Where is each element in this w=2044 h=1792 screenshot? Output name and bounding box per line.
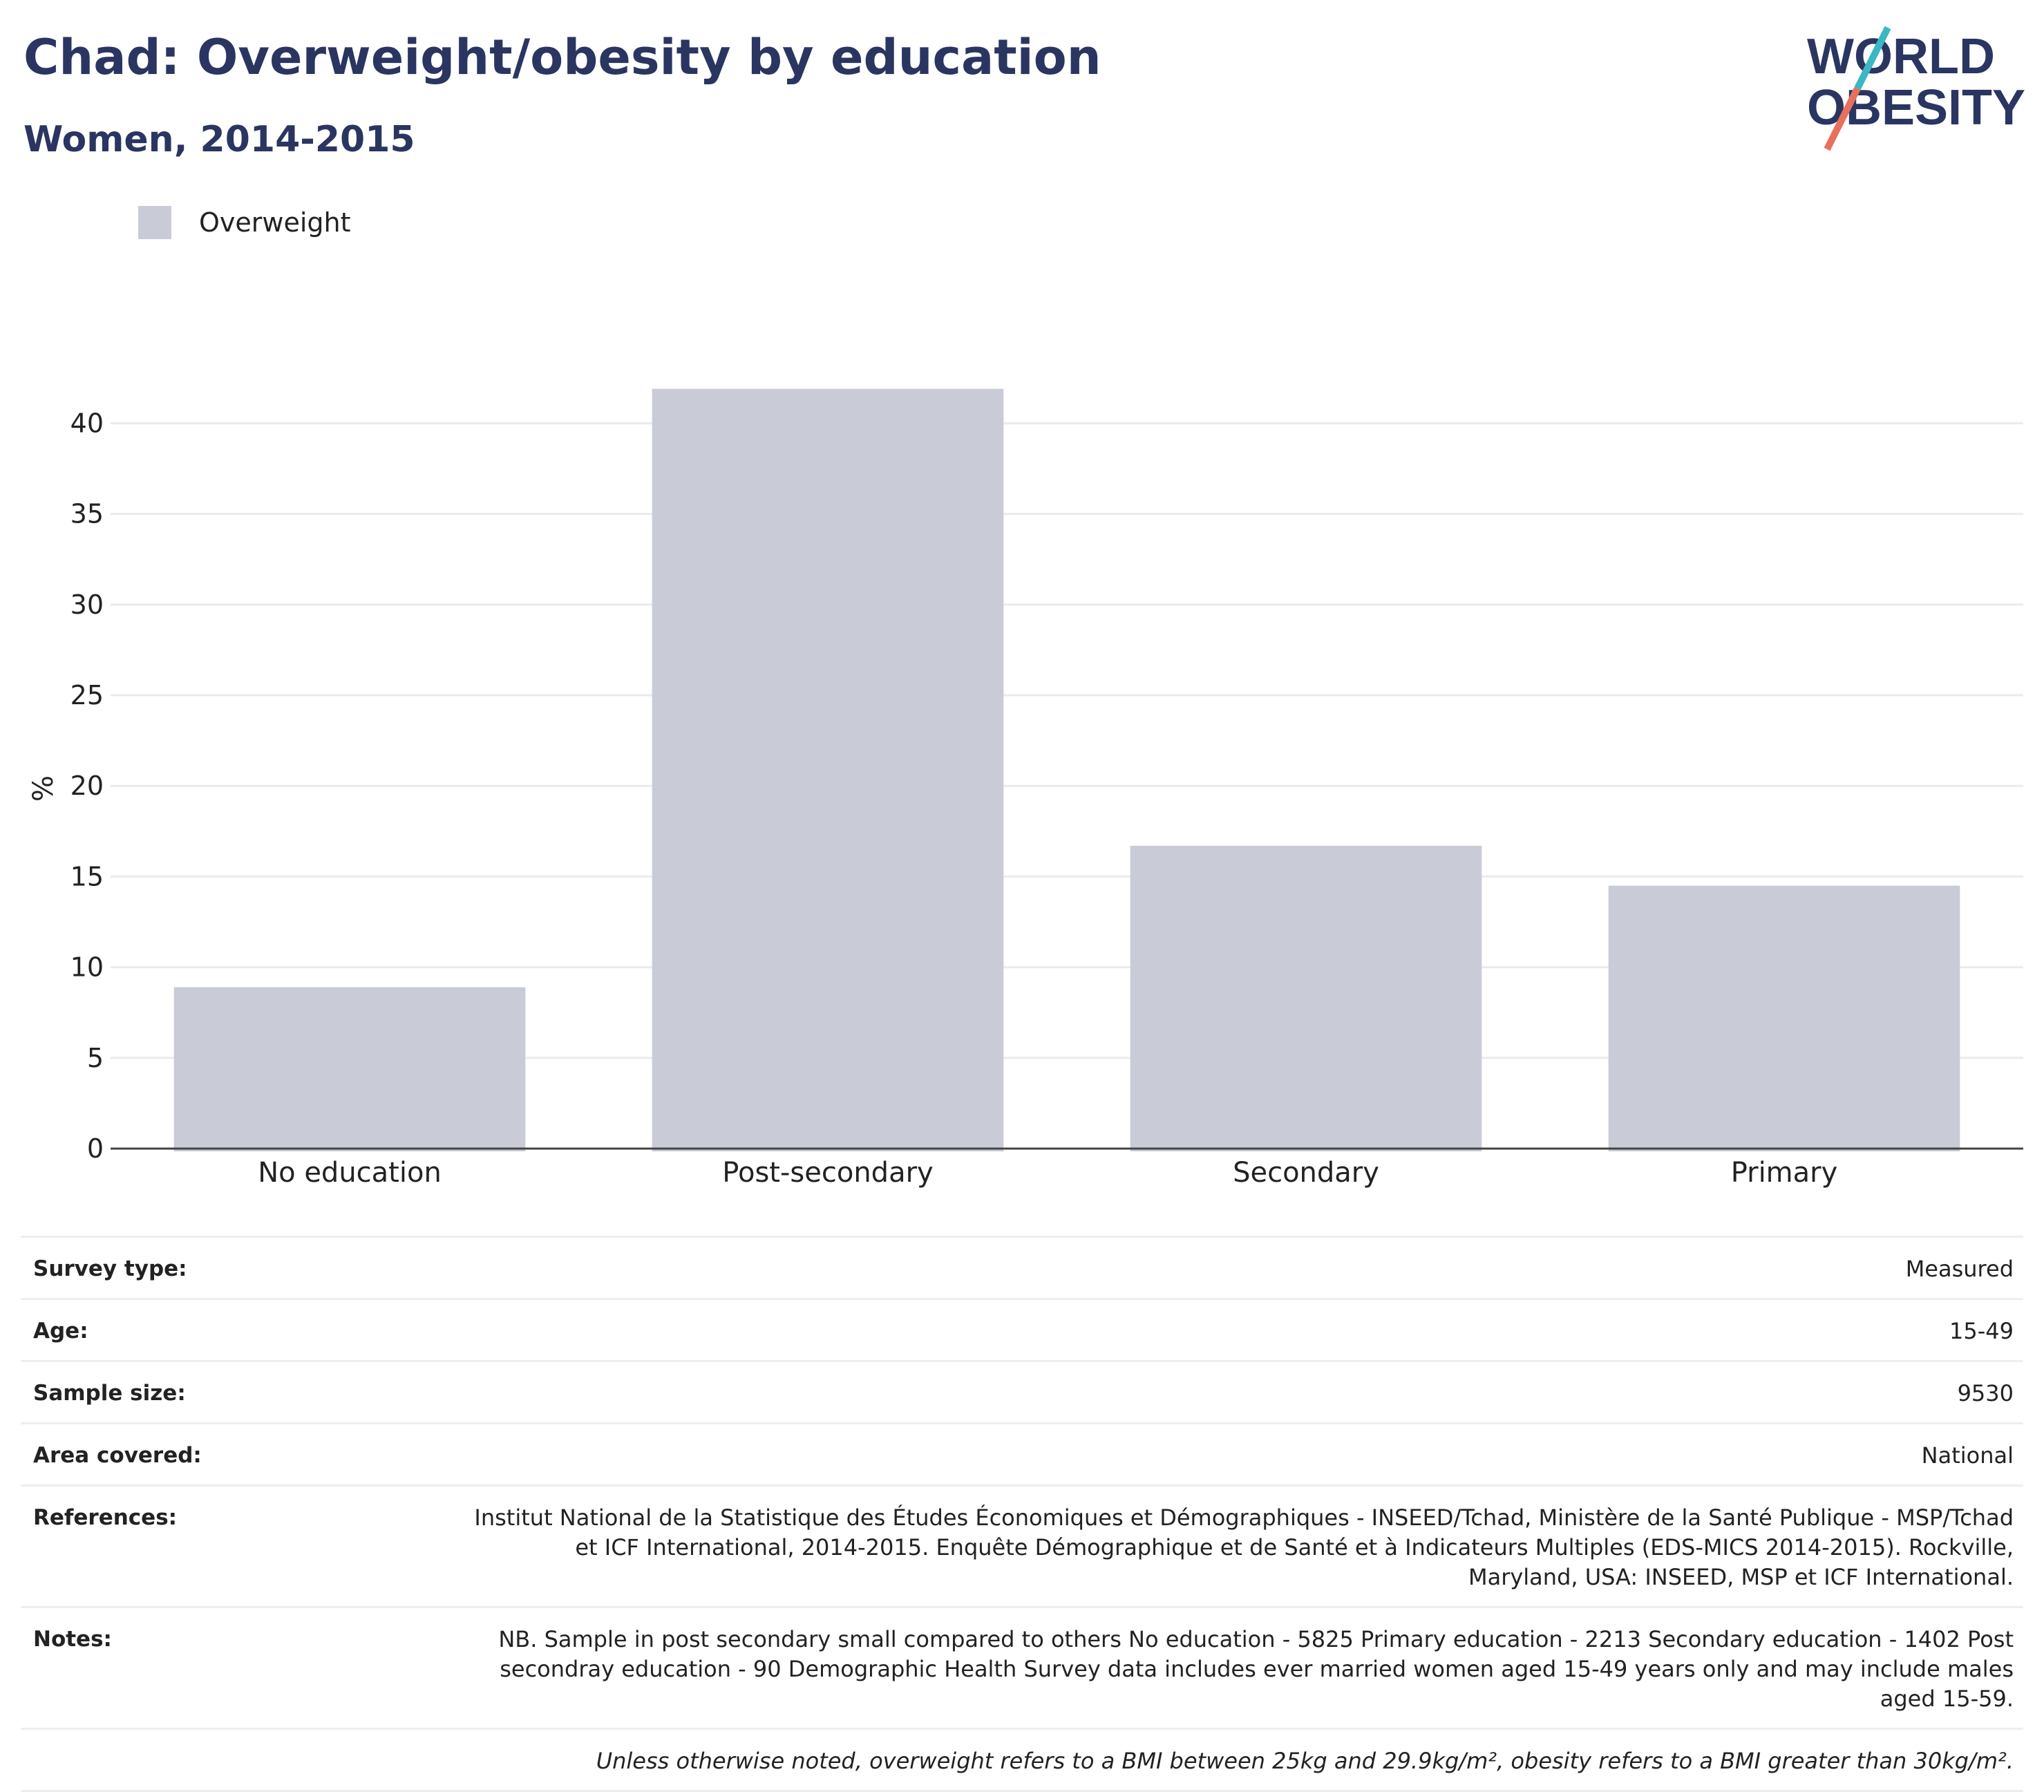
x-tick-label: Primary (1731, 1157, 1838, 1189)
y-tick-label: 40 (70, 408, 104, 438)
chart-legend: Overweight (138, 206, 351, 239)
notes-value: NB. Sample in post secondary small compa… (498, 1626, 2014, 1712)
world-obesity-logo: WORLD OBESITY (1807, 26, 2025, 151)
references-label: References: (33, 1505, 178, 1530)
references-value: Institut National de la Statistique des … (474, 1505, 2014, 1590)
info-row-sample-size: Sample size: 9530 (21, 1360, 2023, 1422)
y-tick-label: 0 (87, 1133, 104, 1164)
x-tick-label: Post-secondary (722, 1157, 933, 1189)
info-row-notes: Notes: NB. Sample in post secondary smal… (21, 1606, 2023, 1728)
info-row-age: Age: 15-49 (21, 1298, 2023, 1360)
bar-no-education (173, 987, 526, 1151)
svg-text:OBESITY: OBESITY (1807, 80, 2025, 135)
y-tick-label: 15 (70, 861, 104, 892)
age-value: 15-49 (1949, 1318, 2014, 1344)
area-covered-value: National (1921, 1442, 2014, 1469)
y-tick-label: 35 (70, 499, 104, 529)
survey-info-table: Survey type: Measured Age: 15-49 Sample … (21, 1236, 2023, 1792)
y-axis-label: % (28, 775, 59, 802)
x-tick-label: Secondary (1233, 1157, 1379, 1189)
x-tick-label: No education (258, 1157, 442, 1189)
y-tick-label: 25 (70, 680, 104, 710)
chart-subtitle: Women, 2014-2015 (23, 119, 415, 160)
chart-title: Chad: Overweight/obesity by education (23, 29, 1101, 86)
notes-label: Notes: (33, 1627, 112, 1652)
info-row-references: References: Institut National de la Stat… (21, 1484, 2023, 1606)
y-tick-label: 20 (70, 771, 104, 801)
info-row-area: Area covered: National (21, 1422, 2023, 1484)
bar-chart: 0 5 10 15 20 25 30 35 40% No education Post-second… (28, 388, 2023, 1189)
sample-size-value: 9530 (1957, 1380, 2014, 1406)
bmi-footnote: Unless otherwise noted, overweight refer… (596, 1748, 2014, 1774)
y-tick-label: 5 (87, 1043, 104, 1073)
survey-type-label: Survey type: (33, 1256, 187, 1281)
area-covered-label: Area covered: (33, 1443, 202, 1468)
svg-text:WORLD: WORLD (1807, 29, 1995, 84)
info-row-footnote: Unless otherwise noted, overweight refer… (21, 1728, 2023, 1792)
survey-type-value: Measured (1905, 1256, 2014, 1282)
age-label: Age: (33, 1319, 88, 1343)
bar-post-secondary (652, 388, 1004, 1151)
legend-swatch-overweight (138, 206, 171, 239)
sample-size-label: Sample size: (33, 1381, 186, 1406)
bar-primary (1608, 885, 1960, 1151)
info-row-survey-type: Survey type: Measured (21, 1236, 2023, 1298)
y-tick-label: 10 (70, 952, 104, 983)
legend-label-overweight: Overweight (199, 207, 351, 238)
y-tick-label: 30 (70, 590, 104, 620)
bar-secondary (1130, 845, 1482, 1151)
